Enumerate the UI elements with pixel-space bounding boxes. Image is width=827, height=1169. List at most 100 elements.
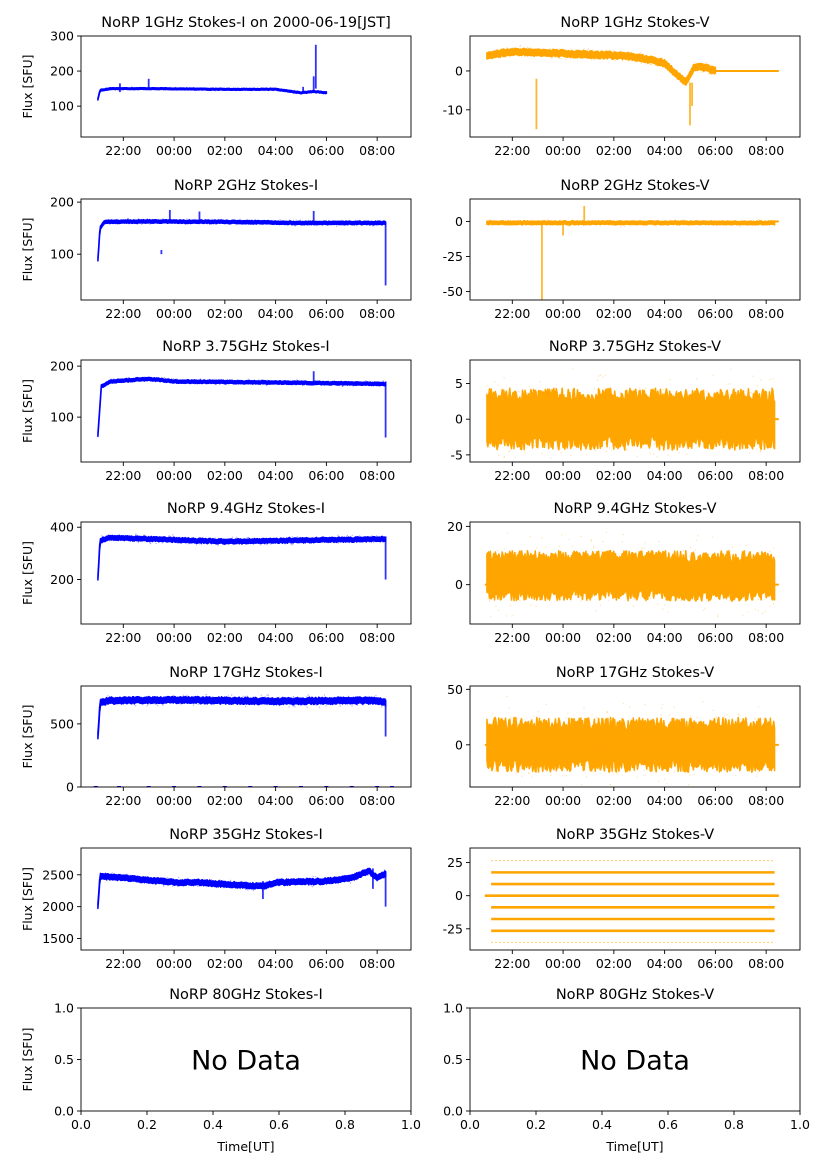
data-point (558, 545, 560, 548)
data-point (744, 741, 746, 743)
data-point (527, 406, 530, 408)
data-point (534, 444, 536, 447)
data-point (763, 556, 765, 559)
data-point (674, 728, 676, 730)
y-tick-label: 100 (50, 410, 74, 425)
data-point (329, 699, 332, 702)
series-band (486, 549, 776, 602)
x-axis-label: Time[UT] (605, 1139, 663, 1154)
data-point (761, 612, 764, 614)
data-point (612, 223, 614, 225)
data-point (313, 700, 316, 702)
data-point (207, 883, 209, 885)
data-point (715, 222, 717, 224)
data-point (660, 761, 663, 763)
data-point (191, 219, 193, 221)
data-point (309, 90, 311, 92)
data-point (192, 88, 194, 91)
data-point (146, 878, 148, 880)
data-point (263, 222, 266, 225)
data-point (295, 92, 297, 95)
data-point (594, 401, 596, 404)
data-point (244, 539, 246, 542)
data-point (594, 407, 596, 409)
data-point (696, 65, 698, 67)
data-point (107, 873, 109, 875)
data-point (255, 700, 257, 702)
data-point (604, 751, 606, 753)
data-point (239, 702, 241, 704)
data-point (569, 225, 571, 227)
data-point (280, 541, 282, 544)
data-point (296, 538, 298, 540)
data-point (535, 222, 538, 224)
data-point (231, 382, 234, 385)
data-point (162, 380, 165, 382)
data-point (154, 379, 156, 381)
data-point (260, 542, 262, 544)
data-point (288, 542, 290, 544)
data-point (683, 571, 685, 573)
data-point (191, 537, 193, 539)
data-point (660, 729, 662, 731)
data-point (125, 222, 127, 224)
y-tick-label: -25 (443, 249, 463, 264)
data-point (356, 224, 358, 226)
data-point (291, 384, 294, 386)
data-point (650, 222, 652, 225)
data-point (284, 89, 286, 91)
data-point (727, 383, 729, 385)
data-point (710, 69, 712, 71)
data-point (622, 720, 624, 723)
data-point (162, 535, 164, 538)
data-point (345, 381, 347, 384)
data-point (372, 541, 375, 544)
data-point (499, 557, 502, 560)
data-point (577, 753, 579, 755)
data-point (272, 703, 274, 705)
data-point (312, 885, 315, 887)
data-point (107, 695, 109, 697)
data-point (126, 87, 128, 90)
panel-p1v: NoRP 1GHz Stokes-V22:00 00:00 02:00 04:00 06… (443, 15, 801, 158)
data-point (320, 697, 322, 700)
data-point (193, 220, 195, 222)
data-point (313, 701, 315, 703)
data-point (542, 53, 544, 55)
data-point (570, 48, 572, 50)
data-point (626, 59, 629, 61)
data-point (136, 87, 138, 89)
data-point (770, 222, 773, 224)
x-tick-label: 08:00 (359, 956, 395, 971)
data-point (645, 434, 648, 437)
data-point (546, 442, 548, 444)
data-point (635, 57, 637, 60)
data-point (363, 703, 365, 705)
data-point (517, 405, 519, 407)
data-point (126, 875, 128, 877)
data-point (233, 221, 235, 223)
data-point (620, 223, 623, 226)
data-point (755, 224, 757, 226)
data-point (254, 383, 256, 385)
data-point (381, 539, 383, 541)
data-point (605, 442, 607, 444)
data-point (178, 87, 180, 89)
data-point (236, 540, 239, 542)
data-point (611, 56, 614, 58)
data-point (246, 219, 248, 221)
x-tick-label: 02:00 (596, 468, 632, 483)
data-point (163, 878, 166, 880)
data-point (348, 541, 351, 543)
data-point (730, 368, 732, 370)
data-point (578, 596, 580, 598)
data-point (262, 383, 264, 386)
data-point (246, 696, 248, 699)
data-point (307, 880, 309, 882)
axes-frame (469, 1007, 801, 1112)
data-point (248, 383, 250, 385)
data-point (128, 380, 130, 383)
data-point (153, 87, 155, 89)
data-point (172, 378, 175, 380)
data-point (694, 422, 696, 424)
